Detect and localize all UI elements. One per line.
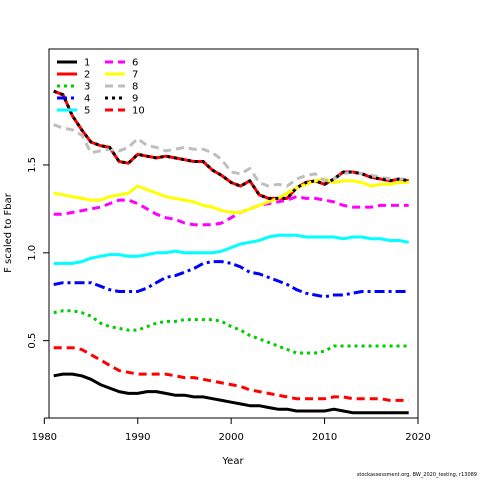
legend-label-7: 7 xyxy=(132,70,138,81)
legend-label-6: 6 xyxy=(132,58,138,69)
legend-label-8: 8 xyxy=(132,82,138,93)
series-line-7 xyxy=(53,177,409,214)
series-line-5 xyxy=(53,233,409,265)
x-tick-label: 2010 xyxy=(312,432,337,443)
series-line-6 xyxy=(53,195,409,227)
legend-label-3: 3 xyxy=(84,82,90,93)
series-line-10 xyxy=(53,346,409,402)
x-tick-label: 2020 xyxy=(405,432,430,443)
y-tick-label: 1.0 xyxy=(27,245,38,261)
series-line-9 xyxy=(53,89,409,200)
legend-label-9: 9 xyxy=(132,94,138,105)
legend-label-1: 1 xyxy=(84,58,90,69)
x-tick-label: 2000 xyxy=(218,432,243,443)
legend-label-5: 5 xyxy=(84,106,90,117)
y-axis-label: F scaled to Fbar xyxy=(3,192,14,273)
legend-label-10: 10 xyxy=(132,106,145,117)
axis-layer: 1980 1990 2000 2010 2020 0.5 1.0 1.5 xyxy=(27,157,431,443)
series-line-4 xyxy=(53,260,409,299)
x-axis-label: Year xyxy=(221,456,244,467)
series-line-3 xyxy=(53,309,409,355)
y-tick-label: 1.5 xyxy=(27,157,38,173)
x-tick-label: 1980 xyxy=(32,432,57,443)
y-tick-label: 0.5 xyxy=(27,333,38,349)
series-layer xyxy=(53,89,409,415)
series-line-1 xyxy=(53,372,409,415)
legend-label-2: 2 xyxy=(84,70,90,81)
x-tick-label: 1990 xyxy=(125,432,150,443)
footnote: stockassessment.org, BW_2020_testing, r1… xyxy=(356,472,477,478)
legend-label-4: 4 xyxy=(84,94,90,105)
